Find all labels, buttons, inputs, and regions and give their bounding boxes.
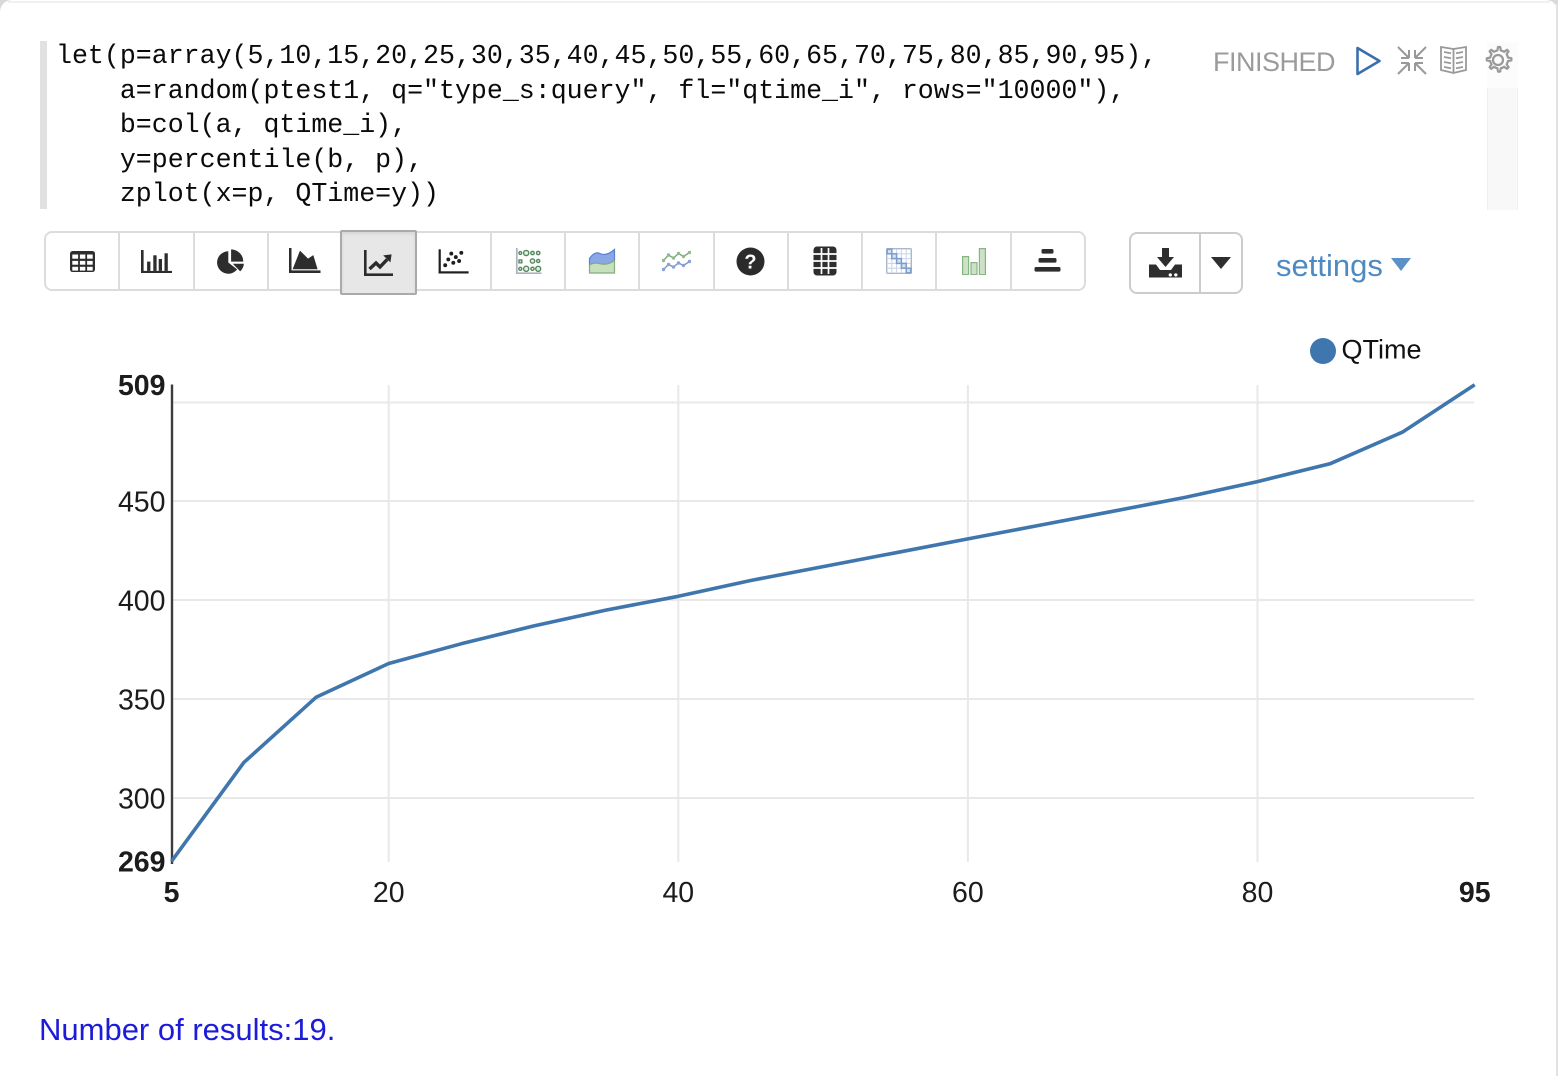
svg-text:20: 20: [373, 877, 405, 909]
svg-text:300: 300: [118, 783, 166, 815]
svg-text:350: 350: [118, 684, 166, 716]
svg-text:400: 400: [118, 585, 166, 617]
svg-text:QTime: QTime: [1342, 335, 1422, 365]
svg-text:5: 5: [164, 877, 180, 909]
svg-text:80: 80: [1242, 877, 1274, 909]
svg-text:450: 450: [118, 486, 166, 518]
svg-text:95: 95: [1459, 877, 1491, 909]
svg-text:40: 40: [662, 877, 694, 909]
svg-text:60: 60: [952, 877, 984, 909]
svg-text:269: 269: [118, 847, 166, 879]
svg-text:?: ?: [745, 251, 757, 273]
svg-text:509: 509: [118, 370, 166, 402]
